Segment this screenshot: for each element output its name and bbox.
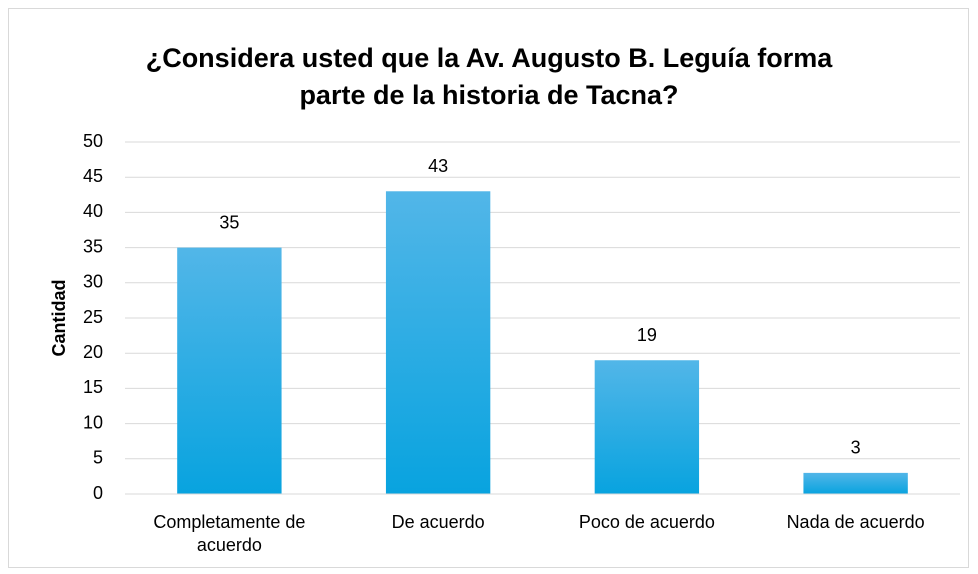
y-tick-label: 35 [83,236,103,256]
bar [177,247,282,494]
y-tick-label: 25 [83,307,103,327]
y-tick-label: 50 [83,131,103,151]
bar [803,472,908,494]
x-tick-label: Nada de acuerdo [786,512,925,532]
data-label: 3 [851,438,861,458]
x-tick-label: Poco de acuerdo [578,512,715,532]
data-label: 35 [219,212,239,232]
y-axis-label: Cantidad [49,279,69,356]
data-label: 19 [637,325,657,345]
data-label: 43 [428,156,448,176]
y-tick-label: 20 [83,342,103,362]
x-tick-label: De acuerdo [391,512,485,532]
y-tick-label: 15 [83,377,103,397]
y-tick-label: 45 [83,166,103,186]
x-tick-label: Completamente de acuerdo [153,512,306,555]
bar [594,360,700,494]
chart-title: ¿Considera usted que la Av. Augusto B. L… [145,43,833,110]
y-tick-label: 0 [93,483,103,503]
y-tick-label: 10 [83,412,103,432]
y-tick-label: 30 [83,272,103,292]
bar [385,191,491,494]
y-tick-label: 5 [93,448,103,468]
y-tick-label: 40 [83,201,103,221]
